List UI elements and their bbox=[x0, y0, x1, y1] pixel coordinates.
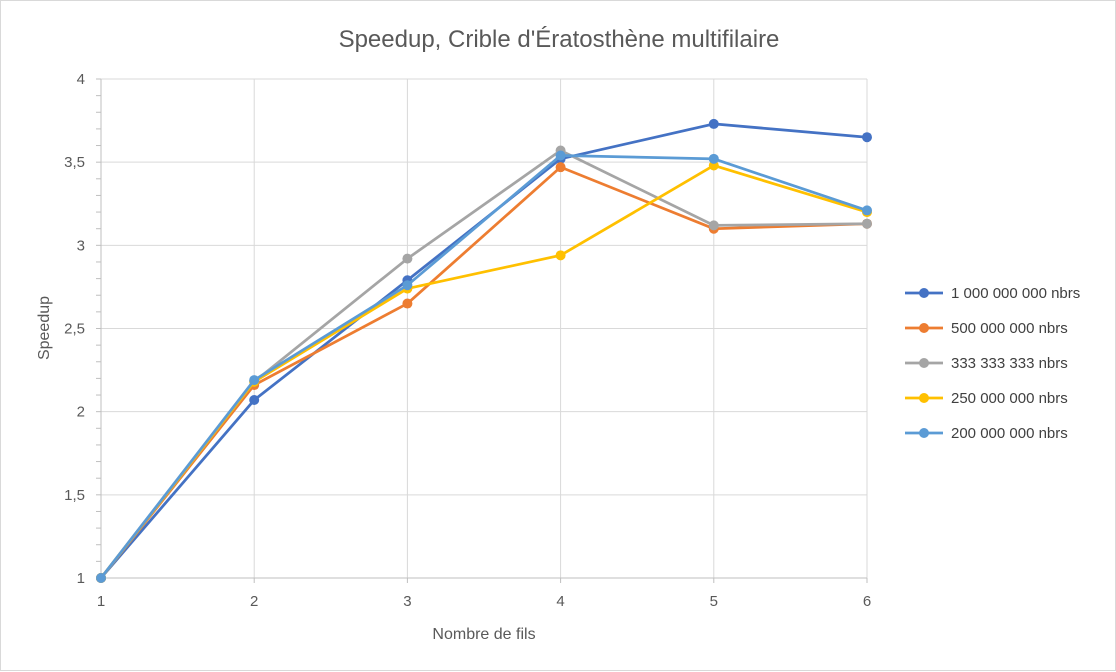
legend-item: 250 000 000 nbrs bbox=[905, 390, 1068, 407]
legend-label: 250 000 000 nbrs bbox=[951, 390, 1068, 407]
legend-marker bbox=[919, 393, 929, 403]
y-tick-label: 3,5 bbox=[64, 154, 85, 171]
y-tick-label: 1 bbox=[77, 570, 85, 587]
series-5 bbox=[96, 150, 872, 583]
x-tick-label: 4 bbox=[556, 593, 564, 610]
legend-label: 1 000 000 000 nbrs bbox=[951, 285, 1080, 302]
legend-item: 1 000 000 000 nbrs bbox=[905, 285, 1080, 302]
y-tick-label: 2 bbox=[77, 404, 85, 421]
data-point bbox=[708, 118, 719, 129]
series-line bbox=[99, 154, 868, 579]
series-1 bbox=[96, 118, 872, 583]
data-point bbox=[708, 220, 719, 231]
series-line bbox=[99, 149, 868, 579]
data-point bbox=[862, 218, 872, 229]
legend-label: 200 000 000 nbrs bbox=[951, 425, 1068, 442]
legend-item: 333 333 333 nbrs bbox=[905, 355, 1068, 372]
x-tick-label: 5 bbox=[710, 593, 718, 610]
y-tick-label: 1,5 bbox=[64, 487, 85, 504]
y-tick-label: 4 bbox=[77, 71, 85, 88]
legend-marker bbox=[919, 323, 929, 333]
x-tick-label: 3 bbox=[403, 593, 411, 610]
chart-title: Speedup, Crible d'Ératosthène multifilai… bbox=[339, 26, 780, 53]
series-line bbox=[99, 165, 868, 579]
axes: 1 1,5 2 2,5 3 3,5 4 1 2 3 4 5 6 bbox=[64, 71, 871, 610]
x-tick-label: 1 bbox=[97, 593, 105, 610]
data-point bbox=[555, 250, 566, 261]
x-tick-label: 2 bbox=[250, 593, 258, 610]
data-point bbox=[402, 280, 413, 291]
data-point bbox=[402, 298, 413, 309]
data-point bbox=[402, 253, 413, 264]
legend: 1 000 000 000 nbrs 500 000 000 nbrs 333 33… bbox=[905, 285, 1080, 442]
data-point bbox=[555, 162, 566, 173]
data-point bbox=[249, 375, 260, 386]
legend-item: 500 000 000 nbrs bbox=[905, 320, 1068, 337]
y-tick-label: 2,5 bbox=[64, 321, 85, 338]
x-tick-label: 6 bbox=[863, 593, 871, 610]
y-axis-title: Speedup bbox=[36, 296, 53, 360]
series-lines bbox=[96, 118, 872, 583]
series-line bbox=[99, 122, 868, 579]
y-tick-label: 3 bbox=[77, 237, 85, 254]
data-point bbox=[862, 205, 872, 216]
gridlines bbox=[100, 78, 868, 579]
legend-label: 500 000 000 nbrs bbox=[951, 320, 1068, 337]
data-point bbox=[555, 150, 566, 161]
x-axis-title: Nombre de fils bbox=[432, 626, 535, 643]
legend-marker bbox=[919, 288, 929, 298]
series-3 bbox=[96, 145, 872, 583]
data-point bbox=[96, 573, 106, 583]
legend-label: 333 333 333 nbrs bbox=[951, 355, 1068, 372]
data-point bbox=[708, 153, 719, 164]
legend-marker bbox=[919, 358, 929, 368]
data-point bbox=[862, 132, 872, 143]
data-point bbox=[249, 395, 260, 406]
legend-marker bbox=[919, 428, 929, 438]
legend-item: 200 000 000 nbrs bbox=[905, 425, 1068, 442]
